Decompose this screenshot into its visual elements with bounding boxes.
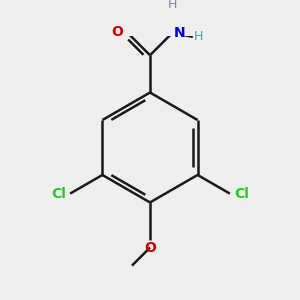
- Text: H: H: [194, 31, 203, 44]
- Text: H: H: [167, 0, 177, 11]
- Text: N: N: [174, 26, 186, 40]
- Text: O: O: [111, 25, 123, 39]
- Text: Cl: Cl: [234, 187, 249, 201]
- Text: Cl: Cl: [51, 187, 66, 201]
- Text: O: O: [144, 241, 156, 255]
